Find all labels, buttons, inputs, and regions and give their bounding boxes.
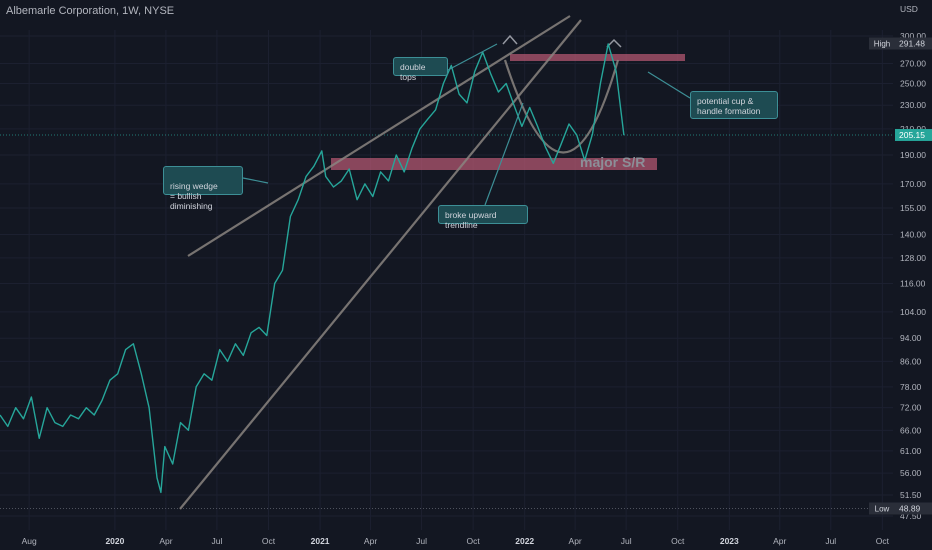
x-axis: Aug 2020 Apr Jul Oct 2021 Apr Jul Oct 2022 Apr Jul O… — [22, 536, 890, 546]
y-tick-label: 86.00 — [900, 356, 922, 366]
y-tick-label: 94.00 — [900, 333, 922, 343]
callout-rising-wedge[interactable]: rising wedge = bullish diminishing — [163, 166, 243, 211]
major-sr-label: major S/R — [580, 154, 646, 170]
low-badge-label-box — [869, 502, 895, 515]
callout-cup-handle-text: potential cup & handle formation — [697, 96, 761, 116]
double-top-zone — [510, 54, 685, 61]
price-badges: High 291.48 205.15 Low 48.89 — [869, 37, 932, 515]
y-tick-label: 66.00 — [900, 425, 922, 435]
y-tick-label: 116.00 — [900, 278, 926, 288]
currency-label: USD — [900, 4, 918, 14]
x-tick-label: 2023 — [720, 536, 739, 546]
annotation-pointers — [242, 43, 691, 206]
y-tick-label: 250.00 — [900, 78, 926, 88]
x-tick-label: 2020 — [105, 536, 124, 546]
y-tick-label: 155.00 — [900, 203, 926, 213]
pointer-rising-wedge — [242, 177, 269, 184]
high-badge-label: High — [874, 40, 890, 49]
y-tick-label: 230.00 — [900, 100, 926, 110]
y-tick-label: 270.00 — [900, 58, 926, 68]
pointer-broke-trendline — [484, 102, 524, 206]
y-tick-label: 78.00 — [900, 382, 922, 392]
pointer-cup-handle — [647, 71, 691, 99]
top-marker-2 — [606, 38, 622, 48]
y-tick-label: 170.00 — [900, 179, 926, 189]
x-tick-label: Jul — [416, 536, 427, 546]
callout-cup-handle[interactable]: potential cup & handle formation — [690, 91, 778, 119]
sr-zones — [331, 54, 685, 170]
y-tick-label: 61.00 — [900, 446, 922, 456]
callout-double-tops-text: double tops — [400, 62, 426, 82]
chart-grid — [0, 30, 893, 530]
y-tick-label: 210.00 — [900, 124, 926, 134]
x-tick-label: 2022 — [515, 536, 534, 546]
x-tick-label: Oct — [876, 536, 890, 546]
chart-title: Albemarle Corporation, 1W, NYSE — [6, 5, 175, 17]
y-tick-label: 190.00 — [900, 150, 926, 160]
callout-double-tops[interactable]: double tops — [393, 57, 448, 82]
upper-wedge-line — [187, 15, 571, 257]
y-tick-label: 51.50 — [900, 490, 922, 500]
x-tick-label: Aug — [22, 536, 37, 546]
y-tick-label: 140.00 — [900, 229, 926, 239]
y-tick-label: 300.00 — [900, 31, 926, 41]
x-tick-label: 2021 — [311, 536, 330, 546]
cup-curve — [503, 59, 620, 154]
current-badge-value: 205.15 — [899, 130, 925, 140]
major-sr-zone — [331, 158, 657, 170]
callout-broke-trendline-text: broke upward trendline — [445, 210, 497, 230]
low-badge-label: Low — [875, 504, 890, 513]
y-axis: 300.00 270.00 250.00 230.00 210.00 190.00 170.… — [900, 4, 926, 521]
callout-broke-trendline[interactable]: broke upward trendline — [438, 205, 528, 230]
x-tick-label: Apr — [364, 536, 377, 546]
y-tick-label: 47.50 — [900, 511, 922, 521]
high-badge-value-box — [895, 37, 932, 50]
x-tick-label: Apr — [773, 536, 786, 546]
x-tick-label: Apr — [159, 536, 172, 546]
x-tick-label: Oct — [671, 536, 685, 546]
x-tick-label: Apr — [569, 536, 582, 546]
x-tick-label: Oct — [262, 536, 276, 546]
top-marker-1 — [502, 34, 518, 45]
lower-wedge-line — [179, 19, 582, 510]
price-line — [0, 43, 625, 494]
trendlines — [179, 15, 622, 510]
x-tick-label: Oct — [467, 536, 481, 546]
y-tick-label: 104.00 — [900, 307, 926, 317]
high-badge-label-box — [869, 37, 895, 50]
y-tick-label: 72.00 — [900, 403, 922, 413]
high-badge-value: 291.48 — [899, 39, 925, 49]
low-badge-value-box — [895, 502, 932, 515]
y-tick-label: 128.00 — [900, 253, 926, 263]
low-badge-value: 48.89 — [899, 503, 921, 513]
x-tick-label: Jul — [621, 536, 632, 546]
pointer-double-tops — [447, 43, 498, 71]
x-tick-label: Jul — [212, 536, 223, 546]
y-tick-label: 56.00 — [900, 468, 922, 478]
x-tick-label: Jul — [825, 536, 836, 546]
callout-rising-wedge-text: rising wedge = bullish diminishing — [170, 181, 218, 211]
price-series — [0, 43, 625, 494]
current-badge-value-box — [895, 128, 932, 141]
